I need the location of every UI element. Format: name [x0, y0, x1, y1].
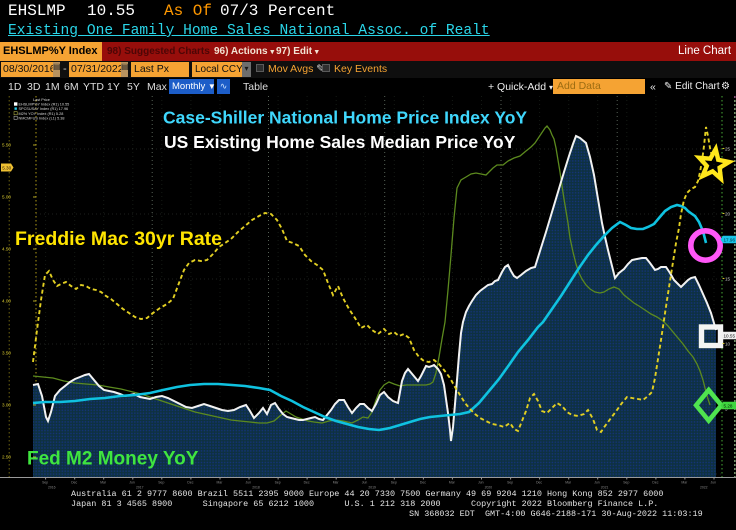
- svg-text:Dec: Dec: [304, 481, 310, 485]
- svg-text:Fed M2 Money YoY: Fed M2 Money YoY: [27, 449, 199, 470]
- svg-text:4.00: 4.00: [2, 299, 11, 304]
- svg-text:2022: 2022: [700, 486, 708, 490]
- svg-text:EHSLMP%Y Index (R1) 10.55: EHSLMP%Y Index (R1) 10.55: [19, 103, 70, 107]
- svg-text:Jun: Jun: [129, 481, 135, 485]
- svg-text:Mar: Mar: [449, 481, 456, 485]
- svg-text:Mar: Mar: [681, 481, 688, 485]
- svg-text:Dec: Dec: [71, 481, 77, 485]
- svg-text:2021: 2021: [601, 486, 609, 490]
- svg-text:Jun: Jun: [478, 481, 484, 485]
- svg-text:Sep: Sep: [42, 481, 48, 485]
- svg-text:20: 20: [725, 212, 731, 217]
- svg-text:Freddie Mac 30yr Rate: Freddie Mac 30yr Rate: [15, 228, 222, 250]
- svg-text:Mar: Mar: [100, 481, 107, 485]
- svg-text:Sep: Sep: [623, 481, 629, 485]
- svg-text:Jun: Jun: [711, 481, 717, 485]
- svg-text:Jun: Jun: [246, 481, 252, 485]
- svg-text:Dec: Dec: [187, 481, 193, 485]
- svg-text:5.50: 5.50: [2, 143, 11, 148]
- svg-text:Sep: Sep: [391, 481, 397, 485]
- svg-text:Sep: Sep: [275, 481, 281, 485]
- svg-text:5.28: 5.28: [724, 403, 733, 408]
- svg-text:25: 25: [725, 147, 731, 152]
- svg-text:3.00: 3.00: [2, 403, 11, 408]
- svg-text:10.55: 10.55: [724, 333, 736, 338]
- svg-text:3.50: 3.50: [2, 351, 11, 356]
- svg-text:4.50: 4.50: [2, 247, 11, 252]
- svg-text:Sep: Sep: [158, 481, 164, 485]
- svg-text:5.30: 5.30: [2, 165, 11, 170]
- svg-text:2.50: 2.50: [2, 455, 11, 460]
- svg-text:Sep: Sep: [507, 481, 513, 485]
- svg-text:M2% YOY Index (R1) 5.28: M2% YOY Index (R1) 5.28: [19, 112, 64, 116]
- svg-text:2017: 2017: [136, 486, 144, 490]
- svg-text:Mar: Mar: [565, 481, 572, 485]
- svg-text:Jun: Jun: [362, 481, 368, 485]
- svg-text:2020: 2020: [485, 486, 493, 490]
- svg-text:NMCMFUS Index (L1) 5.38: NMCMFUS Index (L1) 5.38: [19, 116, 65, 120]
- svg-text:Dec: Dec: [652, 481, 658, 485]
- svg-text:2016: 2016: [48, 486, 56, 490]
- svg-text:Mar: Mar: [333, 481, 340, 485]
- svg-text:2019: 2019: [368, 486, 376, 490]
- svg-text:Dec: Dec: [536, 481, 542, 485]
- svg-text:Dec: Dec: [420, 481, 426, 485]
- svg-text:Case-Shiller National Home Pri: Case-Shiller National Home Price Index Y…: [163, 108, 527, 128]
- svg-text:Jun: Jun: [594, 481, 600, 485]
- svg-text:SPCSUSAY Index (R1) 17.96: SPCSUSAY Index (R1) 17.96: [19, 107, 69, 111]
- svg-text:15: 15: [725, 277, 731, 282]
- svg-text:Mar: Mar: [217, 481, 224, 485]
- svg-text:US Existing Home Sales Median: US Existing Home Sales Median Price YoY: [164, 132, 516, 152]
- svg-text:2018: 2018: [252, 486, 260, 490]
- svg-text:17.96: 17.96: [724, 237, 736, 242]
- svg-text:5.00: 5.00: [2, 195, 11, 200]
- svg-text:Last Price: Last Price: [33, 98, 50, 102]
- svg-text:10: 10: [725, 342, 731, 347]
